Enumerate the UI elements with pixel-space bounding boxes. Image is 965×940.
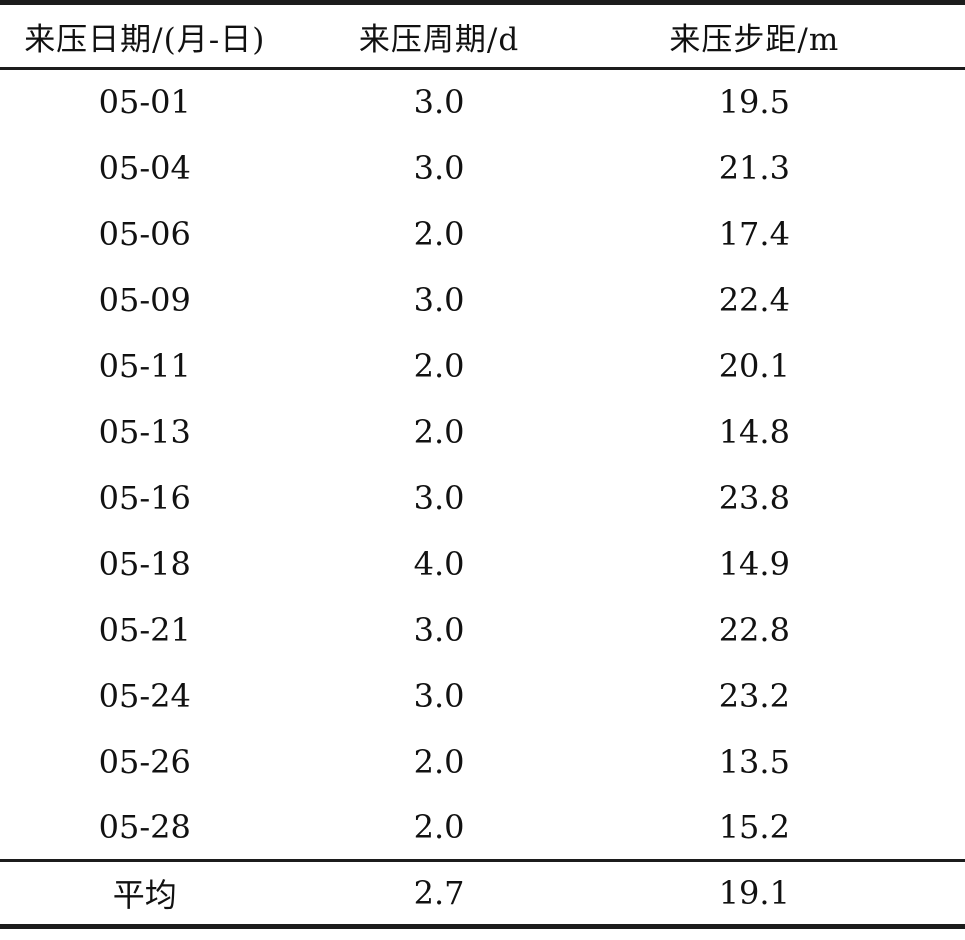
table-row: 05-28 2.0 15.2 bbox=[0, 795, 965, 861]
date-cell: 05-16 bbox=[98, 478, 191, 517]
cycle-cell: 3.0 bbox=[413, 676, 465, 715]
step-cell: 21.3 bbox=[718, 148, 790, 187]
date-cell: 05-01 bbox=[98, 83, 191, 122]
date-cell: 05-11 bbox=[98, 346, 191, 385]
cycle-cell: 3.0 bbox=[413, 610, 465, 649]
average-cycle-value: 2.7 bbox=[289, 859, 589, 927]
cycle-cell: 2.0 bbox=[413, 346, 465, 385]
date-cell: 05-06 bbox=[98, 214, 191, 253]
date-cell: 05-13 bbox=[98, 412, 191, 451]
table-row: 05-01 3.0 19.5 bbox=[0, 69, 965, 135]
cycle-cell: 4.0 bbox=[413, 544, 465, 583]
table-row: 05-04 3.0 21.3 bbox=[0, 135, 965, 201]
step-cell: 14.8 bbox=[718, 412, 790, 451]
cycle-cell: 2.0 bbox=[413, 412, 465, 451]
cycle-cell: 2.0 bbox=[413, 214, 465, 253]
step-cell: 23.2 bbox=[718, 676, 790, 715]
table-row: 05-16 3.0 23.8 bbox=[0, 465, 965, 531]
column-header-weighting-date: 来压日期/(月-日) bbox=[0, 2, 290, 70]
table-footer: 平均 2.7 19.1 bbox=[0, 859, 965, 927]
table-row: 05-18 4.0 14.9 bbox=[0, 531, 965, 597]
step-cell: 14.9 bbox=[718, 544, 790, 583]
step-cell: 20.1 bbox=[718, 346, 790, 385]
table-row: 05-06 2.0 17.4 bbox=[0, 201, 965, 267]
cycle-cell: 2.0 bbox=[413, 807, 465, 846]
step-cell: 17.4 bbox=[718, 214, 790, 253]
step-cell: 22.8 bbox=[718, 610, 790, 649]
cycle-cell: 3.0 bbox=[413, 83, 465, 122]
cycle-cell: 3.0 bbox=[413, 478, 465, 517]
date-cell: 05-28 bbox=[98, 807, 191, 846]
step-cell: 22.4 bbox=[718, 280, 790, 319]
cycle-cell: 3.0 bbox=[413, 280, 465, 319]
table-header: 来压日期/(月-日) 来压周期/d 来压步距/m bbox=[0, 2, 965, 70]
table-row: 05-09 3.0 22.4 bbox=[0, 267, 965, 333]
average-label: 平均 bbox=[0, 859, 290, 927]
date-cell: 05-18 bbox=[98, 544, 191, 583]
table-row: 05-26 2.0 13.5 bbox=[0, 729, 965, 795]
table-row: 05-24 3.0 23.2 bbox=[0, 663, 965, 729]
table-row: 05-21 3.0 22.8 bbox=[0, 597, 965, 663]
cycle-cell: 3.0 bbox=[413, 148, 465, 187]
cycle-cell: 2.0 bbox=[413, 742, 465, 781]
date-cell: 05-04 bbox=[98, 148, 191, 187]
column-header-weighting-cycle: 来压周期/d bbox=[289, 2, 589, 70]
table-row: 05-11 2.0 20.1 bbox=[0, 333, 965, 399]
step-cell: 13.5 bbox=[718, 742, 790, 781]
step-cell: 19.5 bbox=[718, 83, 790, 122]
date-cell: 05-26 bbox=[98, 742, 191, 781]
date-cell: 05-24 bbox=[98, 676, 191, 715]
step-cell: 15.2 bbox=[718, 807, 790, 846]
average-step-value: 19.1 bbox=[588, 859, 965, 927]
average-row: 平均 2.7 19.1 bbox=[0, 859, 965, 927]
step-cell: 23.8 bbox=[718, 478, 790, 517]
date-cell: 05-21 bbox=[98, 610, 191, 649]
header-row: 来压日期/(月-日) 来压周期/d 来压步距/m bbox=[0, 2, 965, 70]
table-body: 05-01 3.0 19.5 05-04 3.0 21.3 05-06 2.0 17.4 05-0… bbox=[0, 69, 965, 861]
column-header-weighting-step: 来压步距/m bbox=[588, 2, 965, 70]
table-row: 05-13 2.0 14.8 bbox=[0, 399, 965, 465]
date-cell: 05-09 bbox=[98, 280, 191, 319]
